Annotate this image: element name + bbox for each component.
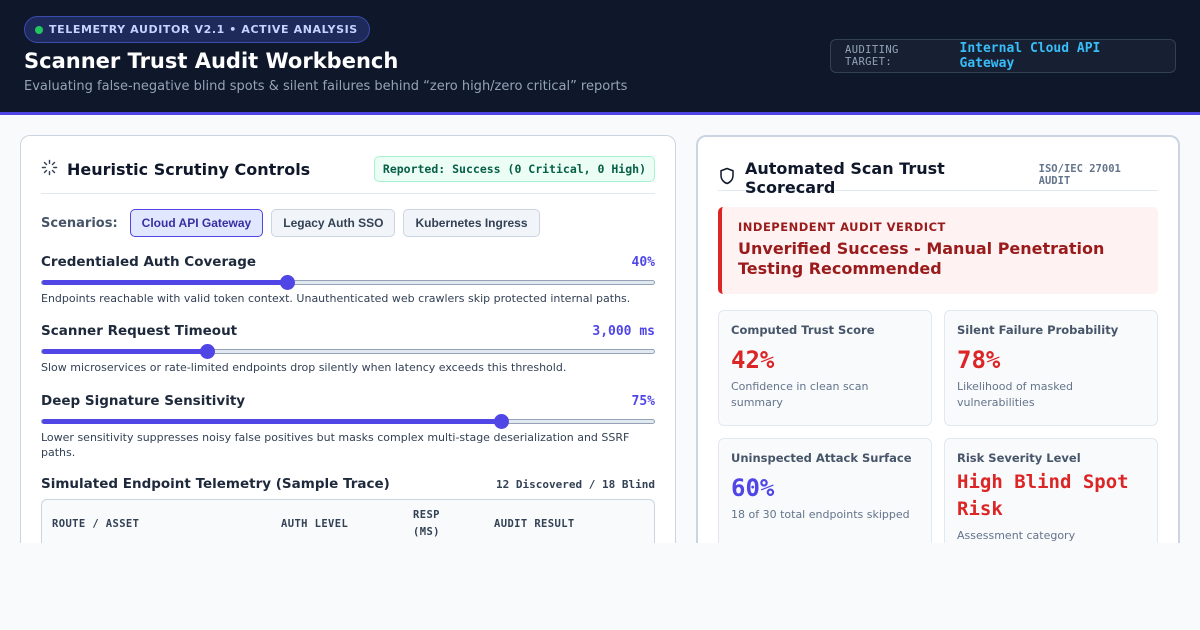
control-description: Lower sensitivity suppresses noisy false… xyxy=(41,431,630,459)
scorecard-title-text: Automated Scan Trust Scorecard xyxy=(745,159,945,197)
panel-title-text: Heuristic Scrutiny Controls xyxy=(67,160,311,179)
panel-title: Heuristic Scrutiny Controls xyxy=(41,159,310,180)
reported-status-badge: Reported: Success (0 Critical, 0 High) xyxy=(373,156,655,182)
viewport-bottom-area xyxy=(0,543,1200,630)
column-header-response[interactable]: RESP (MS) xyxy=(413,509,440,538)
metric-caption: 18 of 30 total endpoints skipped xyxy=(731,508,910,521)
audit-verdict: INDEPENDENT AUDIT VERDICT Unverified Suc… xyxy=(718,207,1158,294)
slider-fill xyxy=(42,280,287,285)
status-dot xyxy=(35,25,43,34)
slider-thumb[interactable] xyxy=(494,414,509,429)
page-title: Scanner Trust Audit Workbench xyxy=(24,49,399,73)
metric-value: 42% xyxy=(731,346,775,374)
request-timeout-slider[interactable] xyxy=(41,344,655,359)
status-badge-label: TELEMETRY AUDITOR V2.1 • ACTIVE ANALYSIS xyxy=(49,23,358,36)
control-value: 3,000 ms xyxy=(592,324,655,339)
shield-icon xyxy=(718,167,736,189)
metric-attack-surface: Uninspected Attack Surface 60% 18 of 30 … xyxy=(718,438,932,554)
column-header-route[interactable]: ROUTE / ASSET xyxy=(52,518,140,530)
auditing-target-value: Internal Cloud API Gateway xyxy=(959,41,1101,71)
telemetry-count: 12 Discovered / 18 Blind xyxy=(496,478,655,491)
metric-label: Silent Failure Probability xyxy=(957,323,1119,337)
scenario-selector: Scenarios: Cloud API Gateway Legacy Auth… xyxy=(41,209,540,237)
slider-fill xyxy=(42,419,501,424)
metric-label: Risk Severity Level xyxy=(957,451,1081,465)
page-subtitle: Evaluating false-negative blind spots & … xyxy=(24,79,628,94)
scenarios-label: Scenarios: xyxy=(41,215,118,231)
scorecard-header: Automated Scan Trust Scorecard ISO/IEC 2… xyxy=(718,157,1158,197)
control-description: Endpoints reachable with valid token con… xyxy=(41,292,631,305)
heuristic-controls-panel: Heuristic Scrutiny Controls Reported: Su… xyxy=(20,135,676,589)
iso-audit-tag: ISO/IEC 27001 AUDIT xyxy=(1038,163,1121,187)
loader-icon xyxy=(41,159,58,180)
metric-silent-failure: Silent Failure Probability 78% Likelihoo… xyxy=(944,310,1158,426)
metric-value: 78% xyxy=(957,346,1001,374)
metric-value: 60% xyxy=(731,474,775,502)
control-description: Slow microservices or rate-limited endpo… xyxy=(41,361,567,374)
slider-thumb[interactable] xyxy=(200,344,216,359)
telemetry-header: Simulated Endpoint Telemetry (Sample Tra… xyxy=(41,476,655,492)
signature-sensitivity-slider[interactable] xyxy=(41,414,655,429)
slider-fill xyxy=(42,349,208,354)
metric-caption: Likelihood of masked vulnerabilities xyxy=(957,380,1073,409)
metric-caption: Confidence in clean scan summary xyxy=(731,380,869,409)
telemetry-title: Simulated Endpoint Telemetry (Sample Tra… xyxy=(41,476,390,492)
verdict-text: Unverified Success - Manual Penetration … xyxy=(738,239,1105,278)
auditing-target-label: AUDITING TARGET: xyxy=(845,44,899,68)
control-signature-sensitivity: Deep Signature Sensitivity 75% Lower sen… xyxy=(41,393,655,460)
control-label: Deep Signature Sensitivity xyxy=(41,393,246,409)
metric-risk-severity: Risk Severity Level High Blind Spot Risk… xyxy=(944,438,1158,554)
auditing-target-box: AUDITING TARGET: Internal Cloud API Gate… xyxy=(830,39,1176,73)
app-header: TELEMETRY AUDITOR V2.1 • ACTIVE ANALYSIS… xyxy=(0,0,1200,115)
auth-coverage-slider[interactable] xyxy=(41,275,655,290)
panel-header: Heuristic Scrutiny Controls Reported: Su… xyxy=(41,156,655,194)
column-header-auth-level[interactable]: AUTH LEVEL xyxy=(281,518,349,530)
control-value: 75% xyxy=(631,394,655,409)
control-request-timeout: Scanner Request Timeout 3,000 ms Slow mi… xyxy=(41,323,655,375)
trust-scorecard-panel: Automated Scan Trust Scorecard ISO/IEC 2… xyxy=(696,135,1180,575)
metric-label: Computed Trust Score xyxy=(731,323,875,337)
metric-label: Uninspected Attack Surface xyxy=(731,451,912,465)
scenario-cloud-api-gateway[interactable]: Cloud API Gateway xyxy=(129,209,264,237)
metric-caption: Assessment category xyxy=(957,529,1076,542)
scenario-kubernetes-ingress[interactable]: Kubernetes Ingress xyxy=(403,209,540,237)
control-auth-coverage: Credentialed Auth Coverage 40% Endpoints… xyxy=(41,254,655,306)
metric-value: High Blind Spot Risk xyxy=(957,471,1129,520)
status-badge: TELEMETRY AUDITOR V2.1 • ACTIVE ANALYSIS xyxy=(24,16,370,43)
control-label: Scanner Request Timeout xyxy=(41,323,238,339)
scorecard-title: Automated Scan Trust Scorecard xyxy=(718,159,1039,197)
control-label: Credentialed Auth Coverage xyxy=(41,254,257,270)
metric-trust-score: Computed Trust Score 42% Confidence in c… xyxy=(718,310,932,426)
scenario-legacy-auth-sso[interactable]: Legacy Auth SSO xyxy=(271,209,396,237)
control-value: 40% xyxy=(631,255,655,270)
slider-thumb[interactable] xyxy=(279,275,295,290)
verdict-label: INDEPENDENT AUDIT VERDICT xyxy=(738,220,946,234)
column-header-audit-result[interactable]: AUDIT RESULT xyxy=(494,518,575,530)
